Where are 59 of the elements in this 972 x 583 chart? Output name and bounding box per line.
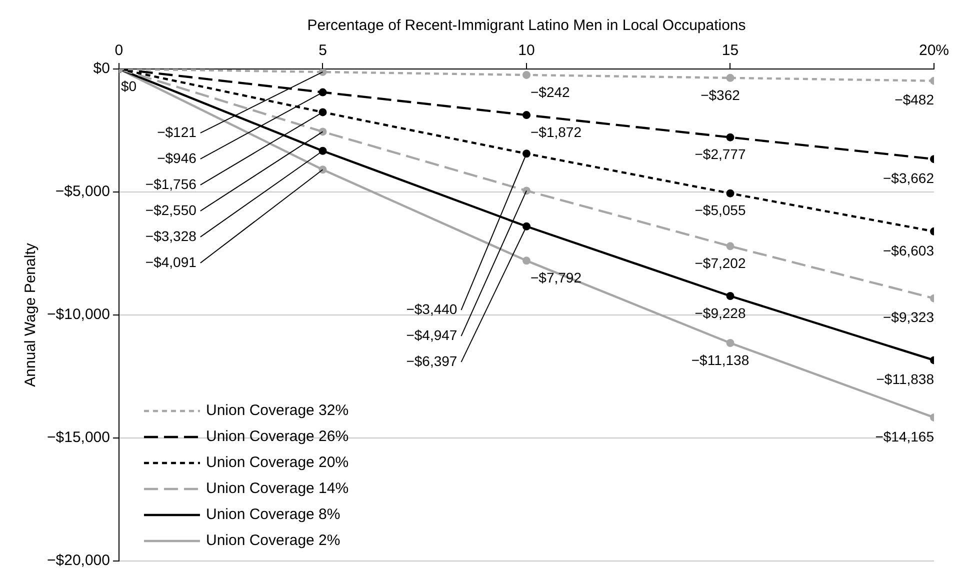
data-label: −$11,138: [691, 352, 750, 368]
data-label: −$9,323: [883, 309, 934, 326]
data-label: −$4,947: [406, 326, 458, 343]
y-tick-label: −$20,000: [46, 552, 110, 570]
y-axis-title: Annual Wage Penalty: [22, 242, 40, 387]
data-label: −$3,440: [406, 300, 458, 317]
point: [726, 74, 734, 82]
data-label: −$5,055: [694, 202, 746, 218]
point: [522, 70, 530, 79]
data-label: −$4,091: [145, 254, 197, 270]
data-label: −$1,756: [145, 176, 197, 192]
legend-label: Union Coverage 26%: [206, 428, 349, 446]
data-label: −$121: [157, 124, 197, 140]
point: [318, 88, 327, 96]
point: [522, 150, 530, 158]
point: [522, 111, 530, 120]
x-axis-title: Percentage of Recent-Immigrant Latino Men in Local Occupations: [307, 17, 746, 34]
legend-label: Union Coverage 14%: [206, 480, 349, 498]
data-label: −$6,397: [406, 352, 458, 369]
point: [522, 256, 530, 265]
point: [522, 222, 530, 230]
x-tick-label: 5: [318, 42, 327, 60]
x-tick-label: 20%: [918, 42, 950, 60]
legend-label: Union Coverage 20%: [206, 454, 349, 472]
point: [726, 242, 734, 250]
data-label: −$7,202: [694, 255, 746, 272]
data-label: −$7,792: [530, 270, 582, 286]
point: [318, 146, 327, 155]
data-label: −$242: [530, 84, 570, 100]
point: [522, 186, 530, 195]
x-tick-label: 10: [518, 42, 535, 60]
data-label: −$9,228: [694, 304, 746, 321]
point: [726, 338, 734, 347]
point: [726, 292, 734, 300]
legend-label: Union Coverage 32%: [206, 402, 349, 420]
data-label: −$3,662: [883, 170, 934, 186]
data-label: $0: [120, 78, 137, 94]
y-tick-label: $0: [93, 60, 110, 78]
data-label: −$2,550: [145, 202, 197, 218]
y-tick-label: −$10,000: [46, 306, 110, 324]
data-label: −$11,838: [876, 371, 934, 388]
point: [726, 133, 734, 142]
data-label: −$362: [700, 86, 740, 103]
data-label: −$2,777: [694, 146, 746, 162]
data-label: −$482: [894, 92, 934, 108]
point: [318, 166, 327, 174]
point: [318, 128, 327, 136]
x-tick-label: 15: [722, 42, 739, 60]
y-tick-label: −$5,000: [55, 183, 110, 200]
legend-label: Union Coverage 8%: [206, 506, 340, 524]
y-tick-label: −$15,000: [46, 429, 110, 446]
x-tick-label: 0: [114, 42, 124, 60]
data-label: −$6,603: [883, 242, 934, 258]
data-label: −$946: [157, 150, 197, 166]
point: [726, 189, 734, 198]
data-label: −$14,165: [875, 428, 934, 444]
legend-label: Union Coverage 2%: [206, 532, 340, 550]
data-label: −$1,872: [530, 124, 582, 140]
data-label: −$3,328: [145, 228, 197, 244]
